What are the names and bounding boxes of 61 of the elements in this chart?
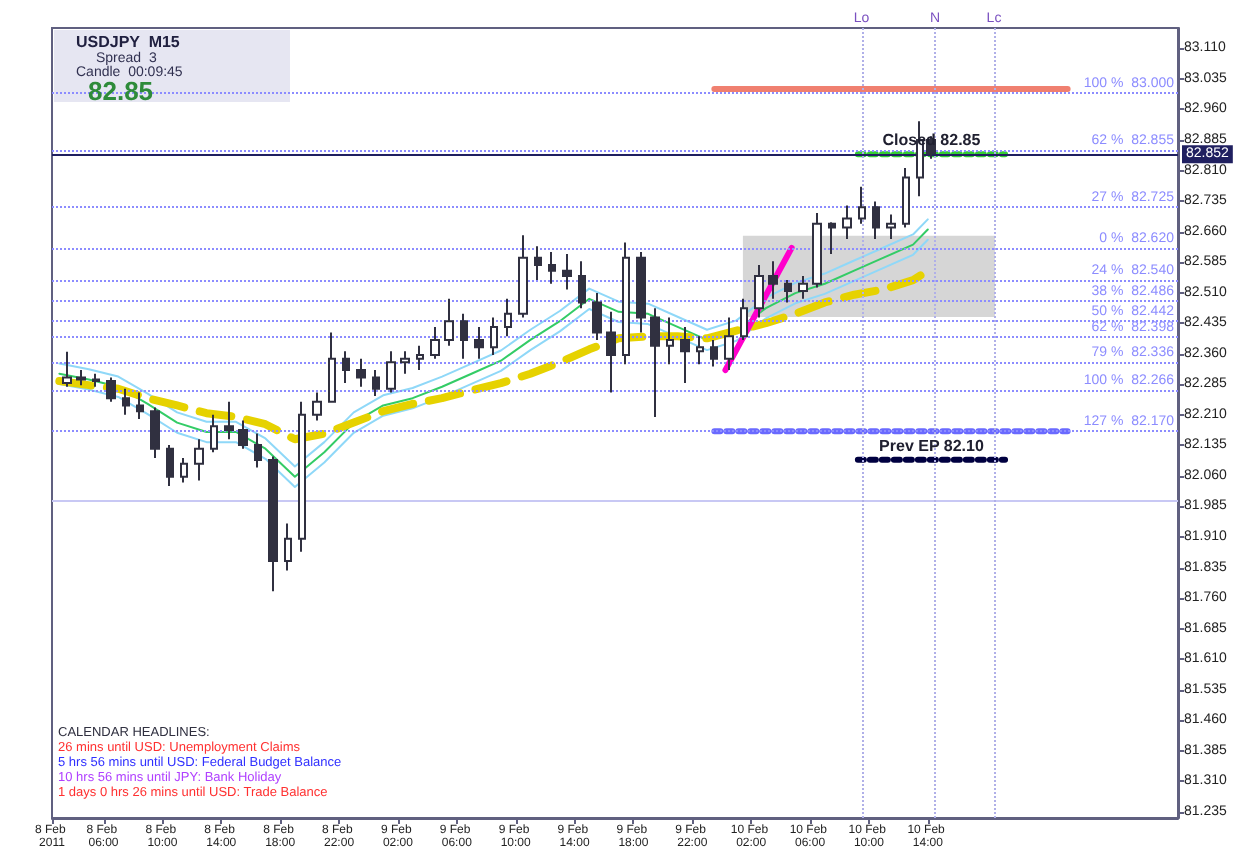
- candlestick: [194, 438, 204, 482]
- candlestick: [828, 221, 836, 256]
- candlestick: [328, 331, 336, 403]
- candlestick: [798, 274, 808, 300]
- annotation: Prev EP 82.10: [879, 436, 985, 455]
- candlestick: [180, 457, 188, 484]
- candlestick: [312, 391, 322, 422]
- candlestick: [342, 350, 350, 385]
- candlestick: [650, 307, 660, 418]
- candlestick: [886, 213, 896, 240]
- candlestick: [284, 522, 292, 572]
- candlestick: [400, 350, 410, 375]
- candlestick: [76, 369, 86, 387]
- candlestick: [754, 264, 764, 319]
- candlestick: [106, 376, 116, 403]
- candlestick: [858, 185, 866, 225]
- candlestick: [224, 400, 234, 441]
- candlestick: [562, 253, 572, 291]
- candlestick: [474, 325, 484, 360]
- candlestick: [666, 316, 674, 366]
- candlestick: [356, 357, 366, 388]
- candlestick: [518, 234, 528, 319]
- candlestick: [460, 312, 468, 360]
- candlestick: [680, 325, 690, 385]
- candlestick: [768, 260, 778, 300]
- candlestick: [268, 455, 278, 593]
- candlestick: [386, 350, 396, 394]
- candlestick: [92, 372, 100, 388]
- candlestick: [606, 310, 616, 394]
- candlestick: [622, 241, 630, 366]
- candlestick: [254, 432, 262, 469]
- candlestick: [298, 400, 306, 553]
- candlestick: [166, 443, 174, 488]
- candlestick: [872, 200, 880, 240]
- candlestick: [372, 369, 380, 398]
- candlestick: [136, 391, 144, 420]
- candlestick: [238, 419, 248, 450]
- candlestick: [724, 316, 734, 372]
- annotation: 82.85: [88, 76, 154, 106]
- chart-title: USDJPY M15: [76, 33, 181, 51]
- candlestick: [710, 338, 718, 368]
- candlestick: [150, 406, 160, 460]
- candlestick: [784, 279, 792, 304]
- candlestick: [548, 250, 556, 285]
- candlestick: [740, 297, 748, 341]
- candlestick: [62, 350, 72, 388]
- candlestick: [122, 387, 130, 416]
- candlestick: [696, 335, 704, 366]
- candlestick: [578, 260, 586, 310]
- candlestick: [842, 204, 852, 240]
- candlestick: [444, 297, 454, 347]
- candlestick: [636, 250, 646, 334]
- candlestick: [430, 325, 440, 360]
- candlestick: [416, 344, 424, 372]
- candlestick: [210, 413, 218, 454]
- candlestick: [534, 245, 542, 282]
- candlestick: [902, 167, 910, 229]
- candlestick: [812, 211, 822, 289]
- candlestick: [490, 316, 498, 356]
- candlestick: [504, 297, 512, 338]
- candlestick: [592, 292, 602, 341]
